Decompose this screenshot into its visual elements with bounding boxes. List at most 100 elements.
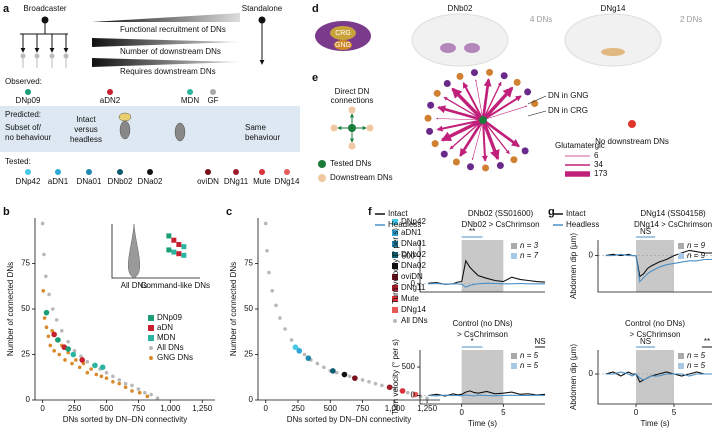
stimulus-shade xyxy=(636,350,674,404)
x-tick-label: 0 xyxy=(634,408,639,417)
legend-label: MDN xyxy=(157,333,175,342)
label: No downstream DNs xyxy=(595,137,669,146)
x-tick-label: 250 xyxy=(291,404,305,413)
edge xyxy=(482,105,528,121)
edge xyxy=(482,95,522,121)
neuron-label: DNp09 xyxy=(16,96,41,105)
series-line xyxy=(605,249,712,278)
point xyxy=(330,368,336,374)
legend-label: DNg14 xyxy=(401,305,426,314)
stimulus-shade xyxy=(636,240,674,292)
x-tick-label: 750 xyxy=(356,404,370,413)
point xyxy=(296,348,303,354)
n-swatch xyxy=(678,243,684,249)
legend-label: Mute xyxy=(401,294,419,303)
neuron-label: DNp42 xyxy=(16,177,41,186)
point xyxy=(322,365,326,370)
standalone-icon xyxy=(258,16,266,65)
node xyxy=(456,72,464,80)
point xyxy=(386,384,393,391)
node xyxy=(479,116,487,124)
legend-label: Intact xyxy=(566,209,586,218)
significance-label: ** xyxy=(704,337,710,346)
label: Standalone xyxy=(242,4,283,13)
legend-label: DNb02 xyxy=(401,250,426,259)
legend-label: DNp09 xyxy=(157,313,182,322)
panel-label: g xyxy=(548,206,555,218)
label: Subset of/ xyxy=(5,123,42,132)
point xyxy=(99,374,104,379)
point xyxy=(65,346,71,352)
panel-label: c xyxy=(226,206,232,218)
chart-subtitle: DNb02 > CsChrimson xyxy=(461,220,539,229)
chart-title: DNg14 (SS04158) xyxy=(640,209,706,218)
brain-count: 4 DNs xyxy=(530,15,552,24)
point xyxy=(54,318,59,322)
legend-swatch xyxy=(148,315,154,321)
fly-icon xyxy=(118,112,186,142)
series-line xyxy=(428,390,546,397)
y-tick-label: 500 xyxy=(402,252,416,261)
marker-dot xyxy=(205,169,211,175)
label: versus xyxy=(74,125,98,134)
neuron-trace xyxy=(601,48,625,56)
node xyxy=(513,78,521,86)
edge xyxy=(462,82,484,121)
panel-label: a xyxy=(3,3,10,15)
n-label: n = 9 xyxy=(687,251,706,260)
point xyxy=(42,316,47,320)
point xyxy=(66,350,70,355)
label: no behaviour xyxy=(5,133,52,142)
no-downstream-dot xyxy=(628,120,636,128)
marker-dot xyxy=(147,169,153,175)
legend-label: oviDN xyxy=(401,272,423,281)
marker-dot xyxy=(117,169,123,175)
y-tick-label: 75 xyxy=(244,259,253,268)
y-axis-label: Number of connected DNs xyxy=(229,262,238,356)
point xyxy=(89,367,93,371)
node xyxy=(431,140,439,148)
gradient-wedge xyxy=(92,58,240,67)
network-label: DN in GNG xyxy=(548,91,588,100)
neuron-label: DNg14 xyxy=(275,177,300,186)
point xyxy=(123,385,128,390)
point xyxy=(136,387,141,391)
y-tick-label: 50 xyxy=(244,304,253,313)
gradient-wedge xyxy=(92,38,240,47)
y-tick-label: 0 xyxy=(411,391,416,400)
point xyxy=(334,370,339,375)
node xyxy=(524,88,532,96)
point xyxy=(380,383,384,388)
x-axis-label: Time (s) xyxy=(640,419,669,428)
inset-point xyxy=(171,249,177,255)
node xyxy=(424,114,432,122)
n-swatch xyxy=(511,253,517,259)
n-swatch xyxy=(678,253,684,259)
label: behaviour xyxy=(245,133,280,142)
edge xyxy=(449,119,484,150)
x-tick-label: 5 xyxy=(501,408,506,417)
point xyxy=(44,325,49,330)
point xyxy=(130,389,134,393)
node xyxy=(500,72,508,80)
point xyxy=(48,343,53,348)
point xyxy=(43,309,50,316)
y-axis-label: Abdomen dip (µm) xyxy=(569,344,578,410)
node xyxy=(440,150,448,158)
edge xyxy=(437,105,484,122)
edge xyxy=(443,96,484,121)
x-tick-label: 250 xyxy=(68,404,82,413)
point xyxy=(373,381,378,386)
point xyxy=(347,374,352,379)
legend-label: Headless xyxy=(566,220,599,229)
chart-subtitle: > CsChrimson xyxy=(457,330,508,339)
point xyxy=(265,248,269,253)
n-label: n = 5 xyxy=(687,351,706,360)
legend-label: GNG DNs xyxy=(157,353,193,362)
chart-subtitle: DNg14 > CsChrimson xyxy=(634,220,712,229)
neuron-label: DNa02 xyxy=(138,177,163,186)
legend-label: DNg11 xyxy=(401,283,426,292)
n-label: n = 5 xyxy=(520,361,539,370)
legend-swatch xyxy=(392,307,398,313)
label: Intact xyxy=(76,115,96,124)
